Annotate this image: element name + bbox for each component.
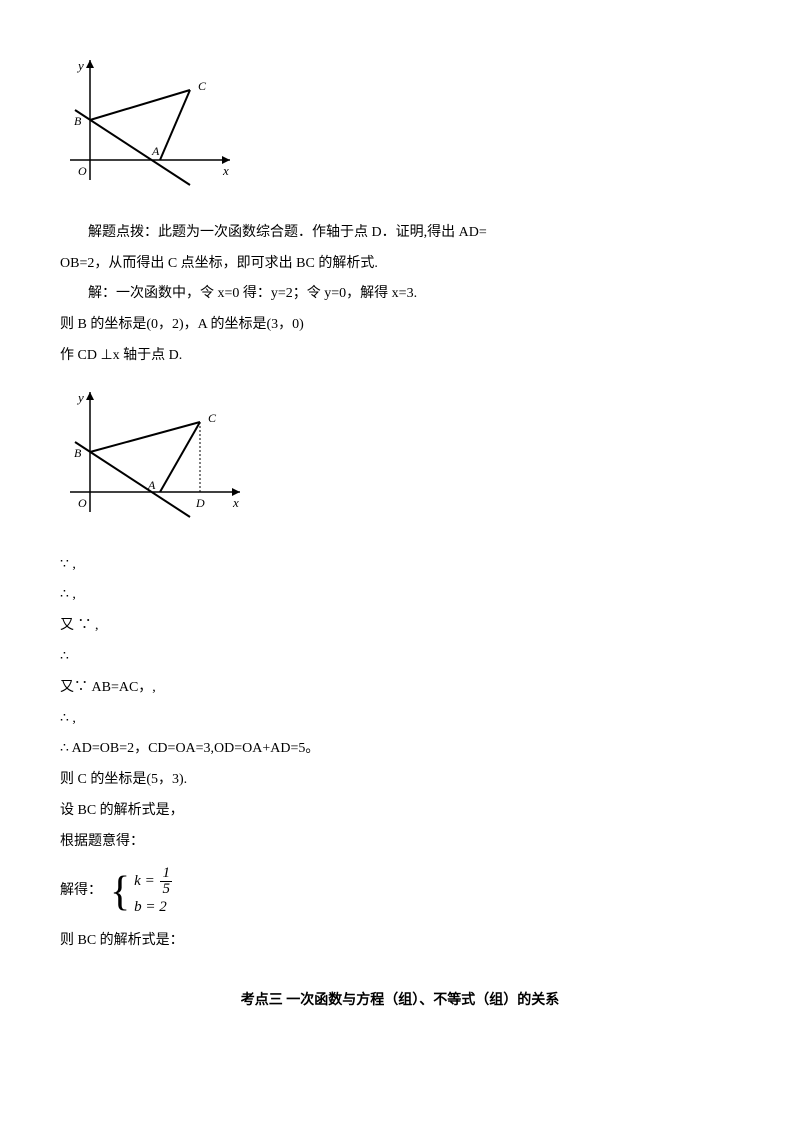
point-label-b: B	[74, 446, 82, 460]
proof-line-10: 根据题意得：	[60, 827, 740, 858]
diagram-2: y x O B A C D	[60, 382, 740, 535]
graph-svg-1: y x O B A C	[60, 50, 240, 190]
equation-2: b = 2	[134, 897, 174, 918]
point-label-c: C	[198, 79, 207, 93]
proof-line-5: 又∵ AB=AC，,	[60, 673, 740, 704]
hint-line-2: OB=2，从而得出 C 点坐标，即可求出 BC 的解析式.	[60, 249, 740, 280]
brace-system: { k = 1 5 b = 2	[110, 866, 174, 918]
proof-line-6: ∴ ,	[60, 704, 740, 735]
axis-label-y: y	[76, 390, 84, 405]
axis-label-x: x	[232, 495, 239, 510]
proof-line-1: ∵ ,	[60, 550, 740, 581]
graph-svg-2: y x O B A C D	[60, 382, 250, 522]
point-label-c: C	[208, 411, 217, 425]
equation-system-block: 解得： { k = 1 5 b = 2	[60, 866, 740, 918]
solve-label: 解得：	[60, 876, 102, 907]
proof-line-2: ∴ ,	[60, 580, 740, 611]
proof-line-11: 则 BC 的解析式是：	[60, 926, 740, 957]
solution-line-3: 作 CD ⊥x 轴于点 D.	[60, 341, 740, 372]
point-label-b: B	[74, 114, 82, 128]
equation-1: k = 1 5	[134, 866, 174, 897]
solution-line-1: 解：一次函数中，令 x=0 得：y=2；令 y=0，解得 x=3.	[60, 279, 740, 310]
left-brace-icon: {	[110, 871, 130, 913]
system-equations: k = 1 5 b = 2	[134, 866, 174, 918]
point-label-a: A	[151, 144, 160, 158]
origin-label: O	[78, 164, 87, 178]
point-label-d: D	[195, 496, 205, 510]
point-label-a: A	[147, 478, 156, 492]
proof-line-8: 则 C 的坐标是(5，3).	[60, 765, 740, 796]
hint-line-1: 解题点拨：此题为一次函数综合题．作轴于点 D．证明,得出 AD=	[60, 218, 740, 249]
section-title: 考点三 一次函数与方程（组）、不等式（组）的关系	[60, 986, 740, 1017]
origin-label: O	[78, 496, 87, 510]
axis-label-x: x	[222, 163, 229, 178]
proof-line-3: 又 ∵ ,	[60, 611, 740, 642]
proof-line-9: 设 BC 的解析式是，	[60, 796, 740, 827]
axis-label-y: y	[76, 58, 84, 73]
solution-line-2: 则 B 的坐标是(0，2)，A 的坐标是(3，0)	[60, 310, 740, 341]
proof-line-4: ∴	[60, 642, 740, 673]
proof-line-7: ∴ AD=OB=2，CD=OA=3,OD=OA+AD=5。	[60, 734, 740, 765]
diagram-1: y x O B A C	[60, 50, 740, 203]
fraction: 1 5	[160, 866, 172, 897]
